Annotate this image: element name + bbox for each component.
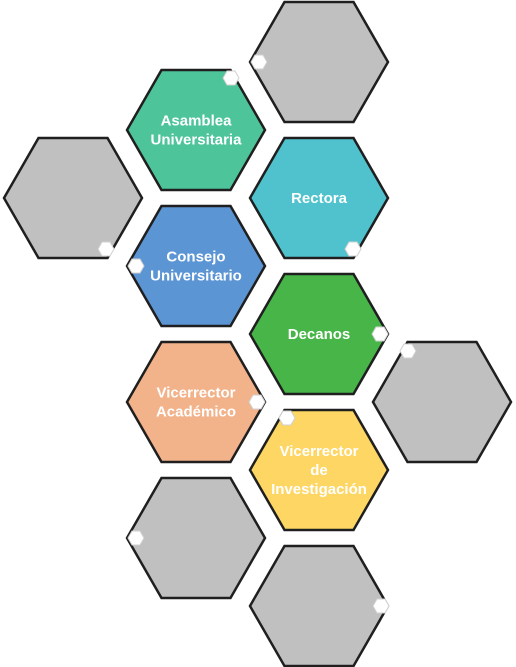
mini-hexagon-icon: [127, 530, 145, 546]
hexagon-gray-top: [248, 0, 390, 124]
hexagon-label: Investigación: [271, 481, 367, 498]
hexagon-label: Universitario: [150, 268, 242, 285]
mini-hexagon-icon: [344, 241, 362, 257]
hexagon-label: Universitaria: [151, 132, 243, 149]
hexagon-asamblea: Asamblea Universitaria: [125, 68, 267, 192]
hexagon-consejo: Consejo Universitario: [125, 204, 267, 328]
hexagon-label: Consejo: [166, 249, 225, 266]
mini-hexagon-icon: [372, 598, 390, 614]
hexagon-vicerrector-academico: Vicerrector Académico: [125, 340, 267, 464]
hexagon-shape: [248, 0, 390, 124]
mini-hexagon-icon: [399, 343, 417, 359]
hexagon-shape: [125, 476, 267, 600]
hexagon-gray-lower-left: [125, 476, 267, 600]
mini-hexagon-icon: [250, 54, 268, 70]
hexagon-label: de: [310, 462, 328, 479]
hexagon-label: Vicerrector: [157, 385, 236, 402]
mini-hexagon-icon: [371, 326, 389, 342]
hexagon-shape: [248, 544, 390, 667]
hexagon-shape: [371, 340, 513, 464]
mini-hexagon-icon: [127, 258, 145, 274]
hexagon-label: Académico: [156, 404, 236, 421]
mini-hexagon-icon: [222, 70, 240, 86]
hexagon-shape: [248, 136, 390, 260]
mini-hexagon-icon: [278, 410, 296, 426]
hexagon-shape: [125, 204, 267, 328]
hexagon-gray-bottom: [248, 544, 390, 667]
hexagon-gray-right: [371, 340, 513, 464]
hexagon-label: Vicerrector: [280, 443, 359, 460]
hexagon-shape: [125, 68, 267, 192]
hexagon-rectora: Rectora: [248, 136, 390, 260]
hexagon-label: Decanos: [288, 326, 351, 343]
mini-hexagon-icon: [248, 394, 266, 410]
hexagon-label: Asamblea: [161, 113, 233, 130]
hexagon-shape: [2, 136, 144, 260]
hexagon-gray-left: [2, 136, 144, 260]
hexagon-vicerrector-investigacion: Vicerrector de Investigación: [248, 408, 390, 532]
hexagon-decanos: Decanos: [248, 272, 390, 396]
mini-hexagon-icon: [97, 241, 115, 257]
hexagon-label: Rectora: [291, 190, 348, 207]
hexagon-shape: [125, 340, 267, 464]
hexagon-shape: [248, 408, 390, 532]
